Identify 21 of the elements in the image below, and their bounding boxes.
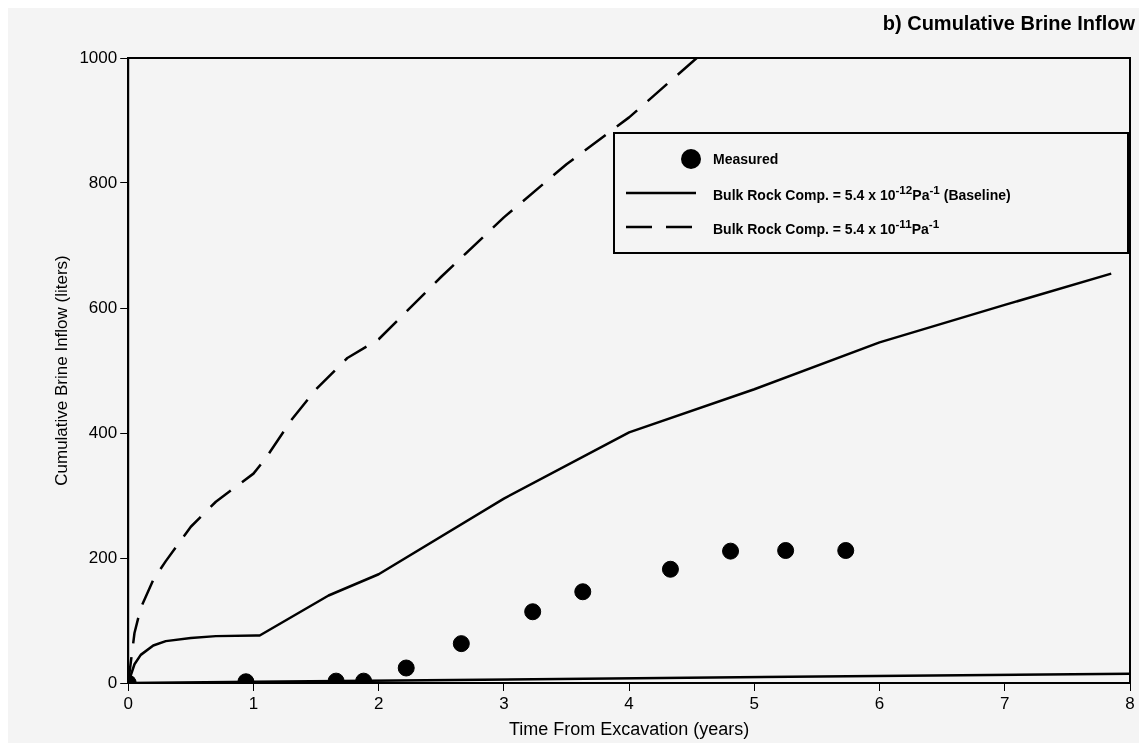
chart-title: b) Cumulative Brine Inflow (882, 12, 1135, 35)
y-axis-title: Cumulative Brine Inflow (liters) (51, 255, 71, 486)
y-tick-label: 0 (107, 672, 118, 692)
y-tick-label: 200 (88, 547, 118, 567)
x-tick-label: 3 (499, 693, 509, 713)
x-tick-label: 1 (248, 693, 259, 713)
x-tick-label: 7 (1000, 693, 1010, 713)
x-tick-label: 4 (624, 693, 634, 713)
y-tick-label: 400 (88, 422, 118, 442)
legend-label: Bulk Rock Comp. = 5.4 x 10$^{-11}$Pa$^{-1}$ (713, 217, 940, 237)
y-tick-label: 1000 (79, 47, 118, 67)
x-tick-label: 0 (123, 693, 133, 713)
x-tick-label: 6 (874, 693, 885, 713)
x-tick-label: 8 (1125, 693, 1135, 713)
x-tick-label: 5 (749, 693, 760, 713)
x-axis-title: Time From Excavation (years) (508, 719, 750, 740)
y-tick-label: 600 (88, 297, 118, 317)
y-tick-label: 800 (88, 172, 118, 192)
legend-label: Bulk Rock Comp. = 5.4 x 10$^{-12}$Pa$^{-1}$ (Baseline) (713, 183, 1011, 203)
legend-label: Measured (713, 151, 779, 167)
x-tick-label: 2 (373, 693, 384, 713)
